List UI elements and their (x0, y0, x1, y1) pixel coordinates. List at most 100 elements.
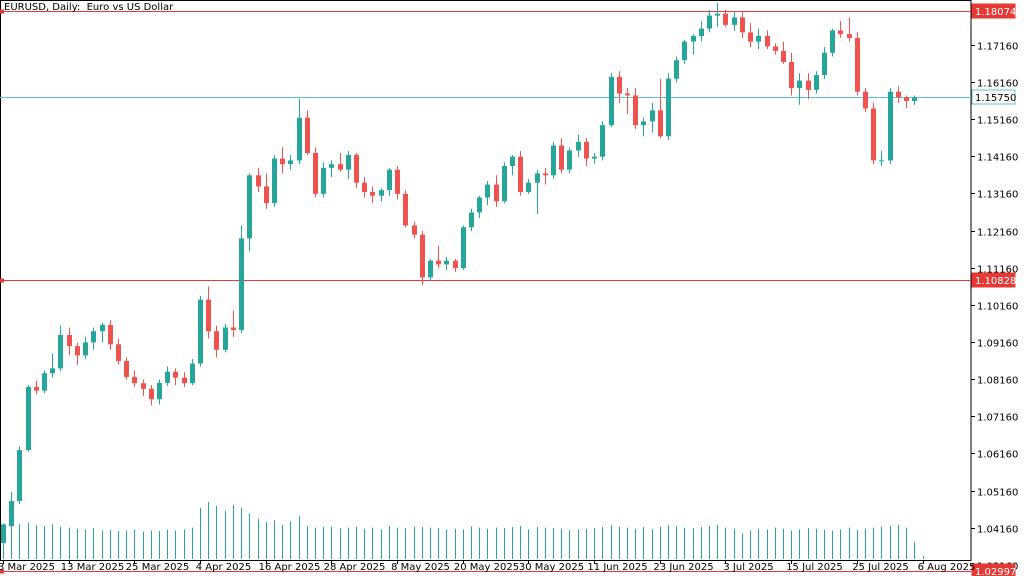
candle-up (510, 156, 515, 166)
candle-down (132, 376, 137, 384)
candle-up (691, 36, 696, 42)
candle-up (526, 182, 531, 192)
candle-down (420, 234, 425, 278)
candle-down (617, 76, 622, 94)
y-tick-label: 1.06160 (977, 450, 1018, 461)
y-tick-label: 1.15160 (977, 116, 1018, 127)
candle-down (773, 46, 778, 51)
candle-down (206, 299, 211, 332)
candle-down (338, 164, 343, 170)
candle-down (362, 182, 367, 192)
y-tick-label: 1.14160 (977, 153, 1018, 164)
candle-up (239, 238, 244, 331)
candle-up (329, 164, 334, 168)
y-tick-label: 1.05160 (977, 488, 1018, 499)
candle-down (559, 145, 564, 170)
candle-up (502, 165, 507, 202)
x-tick-label: 15 Jul 2025 (786, 562, 843, 573)
candle-down (264, 186, 269, 204)
y-tick-label: 1.11160 (977, 265, 1018, 276)
candle-down (124, 360, 129, 377)
candle-up (576, 141, 581, 151)
x-tick-label: 3 Jul 2025 (723, 562, 773, 573)
candle-down (231, 327, 236, 331)
candle-down (838, 30, 843, 35)
y-tick-label: 1.08160 (977, 376, 1018, 387)
candle-up (346, 154, 351, 170)
candle-down (173, 371, 178, 378)
candle-up (100, 324, 105, 332)
candle-up (321, 167, 326, 194)
candle-down (34, 386, 39, 391)
x-tick-label: 4 Apr 2025 (196, 562, 251, 573)
level-line-handle[interactable] (0, 9, 4, 14)
candle-down (543, 173, 548, 176)
candle-up (567, 150, 572, 170)
candle-down (370, 191, 375, 196)
candle-down (149, 388, 154, 400)
candle-up (609, 76, 614, 126)
y-tick-label: 1.09160 (977, 339, 1018, 350)
candle-down (896, 91, 901, 98)
candle-up (58, 334, 63, 369)
candle-up (461, 227, 466, 269)
candle-up (17, 450, 22, 501)
candle-down (108, 324, 113, 345)
candle-up (682, 41, 687, 61)
candle-up (428, 260, 433, 278)
current-price-text: 1.15750 (975, 93, 1016, 104)
candle-down (584, 141, 589, 159)
candle-down (395, 169, 400, 194)
candle-down (625, 93, 630, 96)
candle-down (633, 95, 638, 126)
x-tick-label: 11 Jun 2025 (587, 562, 647, 573)
y-tick-label: 1.04160 (977, 525, 1018, 536)
candle-up (707, 15, 712, 29)
candle-up (42, 373, 47, 391)
candle-up (822, 52, 827, 76)
level-line-handle[interactable] (0, 569, 4, 574)
level-line-handle[interactable] (0, 278, 4, 283)
candle-up (1, 524, 6, 543)
candle-down (781, 50, 786, 63)
x-tick-label: 8 May 2025 (391, 562, 450, 573)
candle-up (666, 78, 671, 137)
candle-up (387, 169, 392, 191)
candle-down (453, 260, 458, 269)
candle-up (715, 13, 720, 16)
candle-down (723, 13, 728, 25)
level-price-label (971, 3, 1016, 19)
candle-down (518, 156, 523, 192)
candle-down (354, 154, 359, 183)
candle-down (871, 108, 876, 161)
candle-up (157, 382, 162, 400)
candle-up (83, 342, 88, 356)
candle-down (904, 97, 909, 102)
candle-up (297, 117, 302, 161)
candle-up (26, 386, 31, 451)
y-tick-label: 1.13160 (977, 190, 1018, 201)
x-tick-label: 6 Aug 2025 (918, 562, 976, 573)
candle-up (165, 371, 170, 383)
candle-down (658, 110, 663, 137)
candle-down (412, 225, 417, 235)
candle-up (50, 368, 55, 374)
candle-up (641, 121, 646, 126)
candle-up (91, 331, 96, 343)
candle-up (814, 75, 819, 90)
candle-down (855, 37, 860, 92)
candle-down (305, 117, 310, 153)
x-tick-label: 3 Mar 2025 (0, 562, 55, 573)
candle-up (830, 30, 835, 53)
candle-up (699, 28, 704, 37)
candle-down (748, 32, 753, 42)
candle-up (9, 500, 14, 527)
candle-up (288, 160, 293, 165)
candle-up (912, 97, 917, 102)
candle-down (740, 17, 745, 33)
level-price-text: 1.10828 (975, 276, 1016, 287)
x-tick-label: 23 Jun 2025 (653, 562, 713, 573)
level-price-label (971, 272, 1016, 288)
chart-title: EURUSD, Daily: Euro vs US Dollar (4, 2, 174, 13)
